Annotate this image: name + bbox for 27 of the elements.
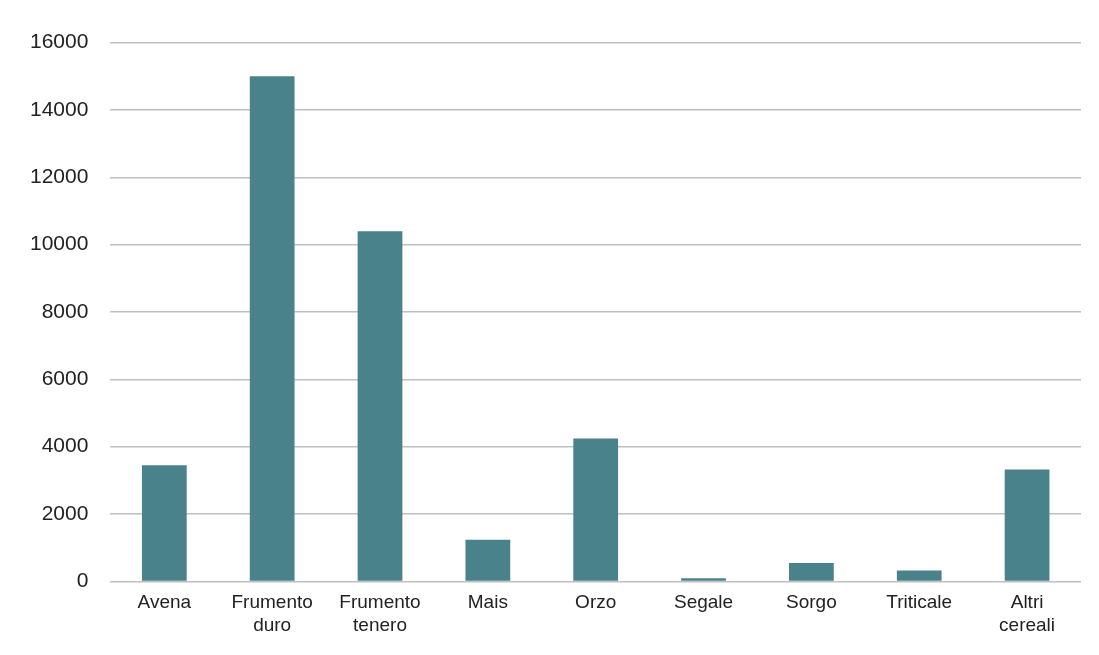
bar xyxy=(465,539,511,581)
bar xyxy=(789,562,834,581)
bar xyxy=(681,578,726,581)
bar xyxy=(573,438,619,581)
bar xyxy=(1004,469,1050,581)
y-tick-label: 8000 xyxy=(41,298,89,322)
x-tick-label: Segale xyxy=(673,591,734,613)
y-tick-label: 0 xyxy=(76,568,89,592)
y-tick-label: 16000 xyxy=(29,29,89,53)
y-tick-label: 10000 xyxy=(29,231,89,255)
x-tick-label: Mais xyxy=(467,591,508,613)
y-tick-label: 6000 xyxy=(41,366,89,390)
x-tick-label: Altri cereali xyxy=(999,591,1056,635)
x-tick-label: Avena xyxy=(137,591,192,613)
bar xyxy=(141,465,187,581)
x-tick-label: Frumento tenero xyxy=(339,591,421,635)
y-tick-label: 12000 xyxy=(29,164,89,188)
x-tick-label: Triticale xyxy=(886,591,953,613)
bar xyxy=(357,231,403,581)
y-tick-label: 4000 xyxy=(41,433,89,457)
x-tick-label: Orzo xyxy=(575,591,617,613)
x-tick-label: Sorgo xyxy=(786,591,837,613)
x-tick-label: Frumento duro xyxy=(231,591,313,635)
y-tick-label: 2000 xyxy=(41,500,89,524)
y-tick-label: 14000 xyxy=(29,96,89,120)
bar xyxy=(896,570,942,581)
bar xyxy=(249,76,295,581)
